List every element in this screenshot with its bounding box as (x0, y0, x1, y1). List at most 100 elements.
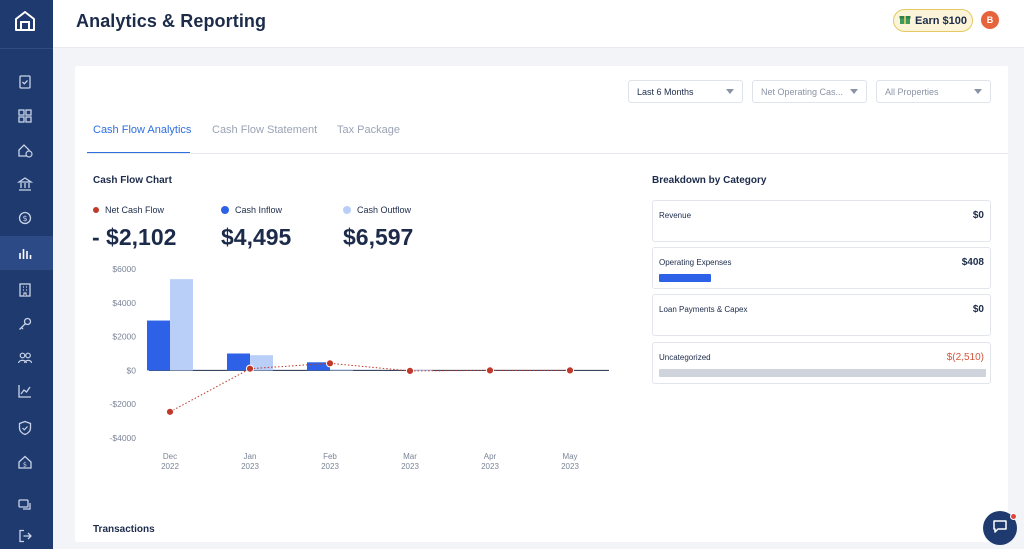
category-progress-bar (659, 369, 986, 377)
people-icon[interactable] (15, 348, 35, 368)
cash-inflow-total: $4,495 (221, 224, 292, 250)
bar-cash-inflow (147, 320, 170, 371)
category-loan-payments[interactable]: Loan Payments & Capex $0 (652, 294, 991, 336)
home-logo-icon[interactable] (12, 8, 38, 34)
legend-label: Net Cash Flow (105, 205, 165, 215)
net-cash-flow-line (169, 362, 570, 413)
bar-cash-outflow (330, 369, 353, 371)
messages-icon[interactable] (15, 495, 35, 515)
y-tick-label: $6000 (112, 264, 136, 274)
category-label: Loan Payments & Capex (659, 305, 748, 314)
breakdown-title: Breakdown by Category (652, 175, 767, 186)
cash-outflow-total: $6,597 (343, 224, 414, 250)
analytics-card: Last 6 Months Net Operating Cas... All P… (75, 66, 1008, 542)
net-cash-flow-point (245, 364, 255, 373)
tab-cash-flow-analytics[interactable]: Cash Flow Analytics (93, 124, 191, 154)
properties-dropdown[interactable]: All Properties (876, 80, 991, 103)
x-tick-label: Mar (403, 452, 417, 461)
x-tick-label: May (562, 452, 577, 461)
tab-label: Cash Flow Analytics (93, 124, 192, 136)
x-tick-label: Dec (163, 452, 177, 461)
net-cash-flow-point (405, 366, 415, 376)
legend-label: Cash Outflow (357, 205, 412, 215)
user-avatar[interactable]: B (981, 11, 999, 29)
category-progress-bar (659, 274, 712, 282)
clipboard-icon[interactable] (15, 72, 35, 92)
category-label: Operating Expenses (659, 258, 732, 267)
x-tick-year-label: 2023 (401, 462, 419, 471)
chevron-down-icon (850, 89, 858, 94)
period-dropdown[interactable]: Last 6 Months (628, 80, 743, 103)
x-tick-year-label: 2022 (161, 462, 179, 471)
tab-label: Tax Package (337, 124, 400, 136)
gift-icon (899, 13, 911, 28)
category-amount: $408 (961, 257, 984, 268)
sidebar-divider (0, 48, 53, 49)
y-tick-label: $2000 (112, 332, 136, 342)
logout-icon[interactable] (15, 526, 35, 546)
x-tick-year-label: 2023 (241, 462, 259, 471)
tab-cash-flow-statement[interactable]: Cash Flow Statement (212, 124, 317, 154)
net-cash-flow-point (485, 366, 495, 375)
period-dropdown-value: Last 6 Months (637, 86, 694, 97)
y-tick-label: $0 (127, 365, 137, 375)
bar-cash-inflow (307, 362, 330, 371)
category-label: Revenue (659, 211, 692, 220)
analytics-icon[interactable] (15, 243, 35, 263)
x-tick-year-label: 2023 (481, 462, 499, 471)
y-tick-label: -$4000 (110, 433, 137, 443)
category-amount: $0 (972, 304, 984, 315)
legend-net-cash-flow[interactable]: Net Cash Flow (93, 205, 164, 215)
x-tick-label: Feb (323, 452, 337, 461)
legend-cash-inflow[interactable]: Cash Inflow (221, 205, 282, 215)
chevron-down-icon (726, 89, 734, 94)
bar-cash-outflow (170, 279, 193, 371)
net-cash-flow-point (325, 359, 335, 368)
x-tick-label: Apr (484, 452, 497, 461)
net-cash-flow-point (565, 366, 575, 375)
net-cash-flow-point (165, 407, 175, 416)
svg-text:$: $ (22, 214, 27, 223)
net-cash-flow-total: - $2,102 (92, 224, 177, 250)
properties-dropdown-value: All Properties (885, 86, 939, 97)
bar-cash-outflow (250, 355, 273, 371)
chat-icon (992, 518, 1008, 539)
property-money-icon[interactable] (15, 140, 35, 160)
legend-dot (343, 206, 351, 214)
category-label: Uncategorized (659, 353, 711, 362)
category-revenue[interactable]: Revenue $0 (652, 200, 991, 242)
home-money-icon[interactable]: $ (15, 452, 35, 472)
tab-label: Cash Flow Statement (212, 124, 318, 136)
cash-flow-chart: $6000$4000$2000$0-$2000-$4000Dec2022Jan2… (110, 264, 609, 471)
y-tick-label: -$2000 (110, 399, 137, 409)
tabs-divider (87, 153, 1008, 154)
legend-cash-outflow[interactable]: Cash Outflow (343, 205, 411, 215)
metric-dropdown-value: Net Operating Cas... (761, 86, 844, 97)
y-tick-label: $4000 (112, 298, 136, 308)
category-uncategorized[interactable]: Uncategorized $(2,510) (652, 342, 991, 384)
category-operating-expenses[interactable]: Operating Expenses $408 (652, 247, 991, 289)
chat-notification-dot (1010, 513, 1017, 520)
bar-cash-inflow (227, 353, 250, 371)
key-icon[interactable] (15, 314, 35, 334)
dashboard-icon[interactable] (15, 106, 35, 126)
earn-label: Earn $100 (915, 14, 967, 27)
legend-dot (221, 206, 229, 214)
bank-icon[interactable] (15, 174, 35, 194)
svg-text:$: $ (23, 461, 27, 469)
x-tick-label: Jan (244, 452, 257, 461)
money-cycle-icon[interactable]: $ (15, 208, 35, 228)
earn-referral-button[interactable]: Earn $100 (893, 9, 973, 32)
category-amount: $(2,510) (946, 352, 984, 363)
trend-chart-icon[interactable] (15, 381, 35, 401)
legend-dot (93, 207, 99, 213)
x-tick-year-label: 2023 (561, 462, 579, 471)
transactions-title: Transactions (93, 524, 155, 535)
x-tick-year-label: 2023 (321, 462, 339, 471)
shield-icon[interactable] (15, 418, 35, 438)
tab-tax-package[interactable]: Tax Package (337, 124, 400, 154)
cash-flow-chart-title: Cash Flow Chart (93, 175, 172, 186)
building-icon[interactable] (15, 280, 35, 300)
page-title: Analytics & Reporting (76, 11, 267, 31)
metric-dropdown[interactable]: Net Operating Cas... (752, 80, 867, 103)
